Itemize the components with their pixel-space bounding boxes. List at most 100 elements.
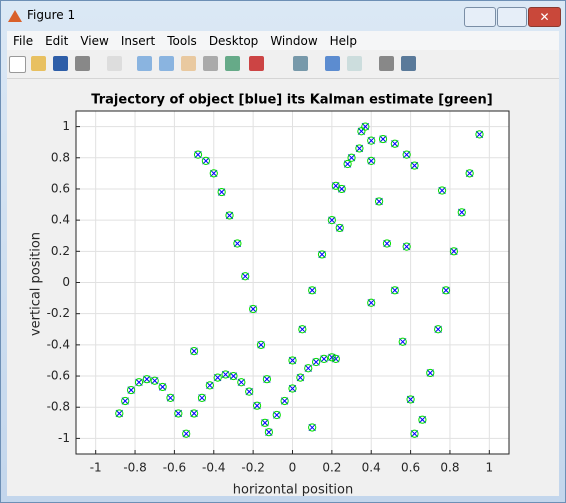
tool-icon[interactable] xyxy=(249,56,264,71)
point xyxy=(308,286,317,295)
menu-item[interactable]: Window xyxy=(270,34,318,48)
point xyxy=(391,140,399,148)
tool-icon[interactable] xyxy=(75,56,90,71)
point xyxy=(241,272,250,281)
point xyxy=(304,364,313,373)
tool-icon[interactable] xyxy=(293,56,308,71)
menu-item[interactable]: Insert xyxy=(120,34,156,48)
point xyxy=(210,169,218,178)
point xyxy=(343,159,352,169)
menu-item[interactable]: Edit xyxy=(45,34,69,48)
point xyxy=(288,384,297,393)
point xyxy=(308,423,317,432)
tool-icon[interactable] xyxy=(159,56,174,71)
point xyxy=(355,144,364,153)
point xyxy=(367,157,375,165)
point xyxy=(201,156,210,165)
menu-item[interactable]: File xyxy=(13,34,34,48)
tool-icon[interactable] xyxy=(107,56,122,71)
x-tick-label: -0.8 xyxy=(123,461,146,475)
tool-icon[interactable] xyxy=(53,56,68,71)
point xyxy=(399,338,407,346)
point xyxy=(166,394,175,402)
toolbar xyxy=(7,50,559,79)
point xyxy=(434,325,443,334)
point xyxy=(390,286,399,295)
point xyxy=(367,298,376,307)
point xyxy=(217,187,226,197)
point xyxy=(390,139,399,148)
tool-icon[interactable] xyxy=(137,56,152,71)
point xyxy=(257,341,265,349)
point xyxy=(189,409,199,418)
point xyxy=(304,364,312,372)
point xyxy=(450,247,458,255)
point xyxy=(438,186,446,195)
tool-icon[interactable] xyxy=(225,56,240,71)
point xyxy=(320,355,328,363)
point xyxy=(158,382,167,392)
point xyxy=(189,347,199,356)
point xyxy=(262,375,272,384)
point xyxy=(437,186,447,195)
point xyxy=(190,347,198,355)
point xyxy=(205,381,214,390)
point xyxy=(331,181,340,190)
point xyxy=(361,122,370,131)
point xyxy=(115,409,124,418)
point xyxy=(272,410,281,420)
point xyxy=(410,430,419,438)
menu-item[interactable]: Help xyxy=(329,34,357,48)
tool-icon[interactable] xyxy=(325,56,340,71)
tool-icon[interactable] xyxy=(181,56,196,71)
point xyxy=(121,397,129,405)
point xyxy=(190,409,198,418)
point xyxy=(288,356,297,365)
point xyxy=(253,402,261,410)
point xyxy=(312,357,321,367)
menu-item[interactable]: View xyxy=(80,34,109,48)
point xyxy=(233,239,242,248)
tool-icon[interactable] xyxy=(401,56,416,71)
tool-icon[interactable] xyxy=(347,56,362,71)
point xyxy=(357,127,366,135)
menu-item[interactable]: Tools xyxy=(167,34,197,48)
maximize-button[interactable] xyxy=(497,7,527,27)
point xyxy=(296,373,305,382)
y-tick-label: -0.2 xyxy=(47,306,70,320)
point xyxy=(229,371,238,381)
point xyxy=(367,136,376,145)
point xyxy=(458,208,466,216)
minimize-button[interactable] xyxy=(464,7,496,27)
close-button[interactable]: ✕ xyxy=(528,7,561,27)
y-tick-label: 0.8 xyxy=(51,150,70,164)
point xyxy=(202,157,210,165)
point xyxy=(127,385,136,395)
menu-item[interactable]: Desktop xyxy=(208,34,259,48)
point xyxy=(182,430,190,438)
tool-icon[interactable] xyxy=(379,56,394,71)
chart-title: Trajectory of object [blue] its Kalman e… xyxy=(91,93,492,108)
point xyxy=(361,122,369,131)
tool-icon[interactable] xyxy=(203,56,218,71)
point xyxy=(182,429,191,438)
point xyxy=(403,242,411,251)
point xyxy=(426,369,434,377)
point xyxy=(151,377,159,385)
point xyxy=(249,305,257,313)
point xyxy=(261,419,269,427)
y-tick-label: 1 xyxy=(62,119,70,133)
tool-icon[interactable] xyxy=(31,56,46,71)
x-tick-label: 0.8 xyxy=(440,461,459,475)
point xyxy=(475,130,484,139)
point xyxy=(347,154,356,162)
point xyxy=(209,169,218,178)
point xyxy=(375,197,383,206)
point xyxy=(410,161,419,170)
point xyxy=(127,386,135,394)
window-title: Figure 1 xyxy=(27,8,76,22)
point xyxy=(403,151,411,159)
tool-icon[interactable] xyxy=(9,56,26,73)
point xyxy=(280,397,289,405)
